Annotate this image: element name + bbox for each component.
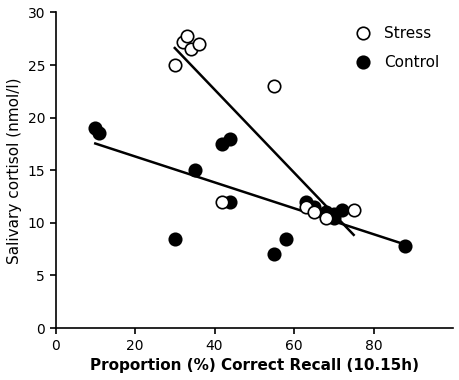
Point [349, 207, 357, 213]
Point [218, 199, 226, 205]
Point [401, 243, 408, 249]
Point [190, 167, 198, 173]
Point [309, 209, 317, 215]
Point [330, 211, 337, 217]
X-axis label: Proportion (%) Correct Recall (10.15h): Proportion (%) Correct Recall (10.15h) [90, 358, 418, 373]
Point [282, 236, 289, 242]
Point [95, 130, 103, 136]
Legend: Stress, Control: Stress, Control [341, 20, 444, 76]
Point [330, 215, 337, 221]
Point [183, 33, 190, 39]
Y-axis label: Salivary cortisol (nmol/l): Salivary cortisol (nmol/l) [7, 77, 22, 263]
Point [302, 199, 309, 205]
Point [309, 204, 317, 210]
Point [321, 209, 329, 215]
Point [195, 41, 202, 47]
Point [187, 46, 194, 52]
Point [302, 204, 309, 210]
Point [218, 141, 226, 147]
Point [171, 62, 178, 68]
Point [270, 252, 277, 258]
Point [270, 83, 277, 89]
Point [321, 215, 329, 221]
Point [179, 39, 186, 45]
Point [337, 207, 345, 213]
Point [226, 136, 234, 142]
Point [91, 125, 99, 131]
Point [226, 199, 234, 205]
Point [171, 236, 178, 242]
